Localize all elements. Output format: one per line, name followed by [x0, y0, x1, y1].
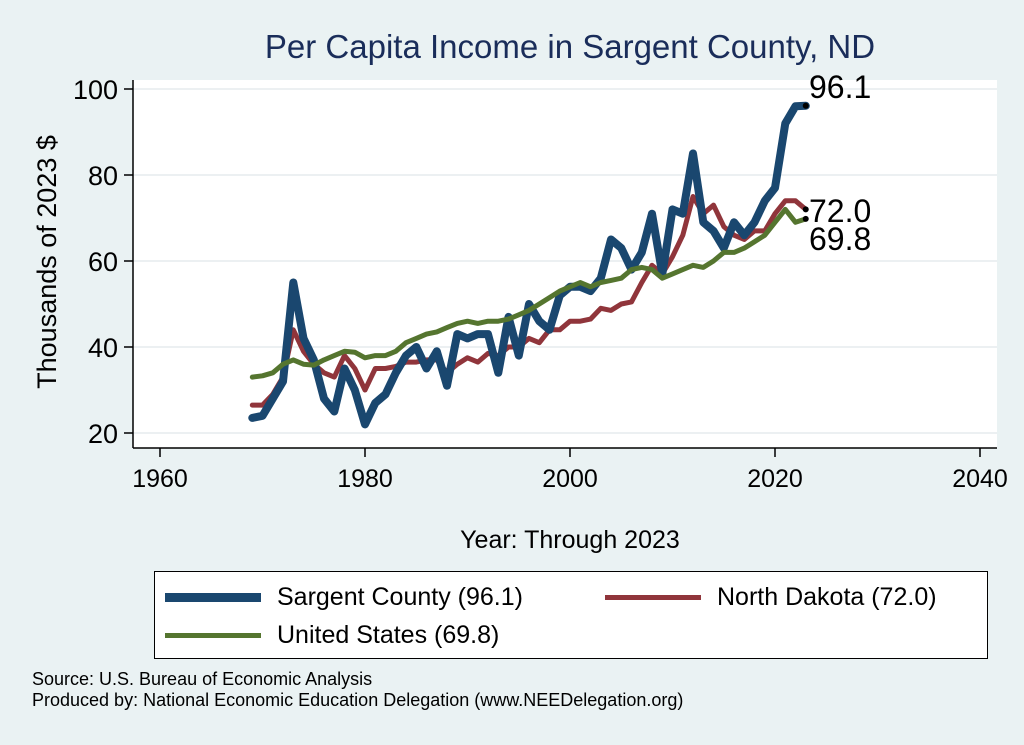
legend-label-united-states: United States (69.8)	[277, 621, 500, 649]
end-labels: 96.1 72.069.8	[802, 69, 871, 257]
legend-item-north-dakota: North Dakota (72.0)	[605, 583, 937, 612]
series-line-united-states	[249, 206, 809, 380]
legend-item-united-states: United States (69.8)	[165, 621, 499, 650]
legend-swatch-north-dakota	[605, 595, 701, 600]
producer-line: Produced by: National Economic Education…	[32, 690, 684, 710]
legend-swatch-united-states	[165, 633, 261, 638]
y-tick-label: 80	[88, 161, 118, 191]
plot-area	[133, 80, 997, 448]
end-marker-north-dakota	[802, 206, 809, 213]
end-label-sargent-county: 96.1	[809, 69, 871, 105]
legend-label-north-dakota: North Dakota (72.0)	[717, 583, 937, 611]
y-tick-label: 20	[88, 419, 118, 449]
x-tick-label: 1960	[132, 465, 188, 493]
end-marker-united-states	[802, 215, 809, 222]
end-marker-sargent-county	[802, 102, 809, 109]
x-tick-label: 1980	[337, 465, 393, 493]
chart-title: Per Capita Income in Sargent County, ND	[265, 28, 875, 65]
end-label-north-dakota: 72.0	[809, 193, 871, 229]
y-axis-label: Thousands of 2023 $	[32, 135, 62, 389]
gridlines	[133, 88, 997, 434]
legend-label-sargent-county: Sargent County (96.1)	[277, 583, 523, 611]
legend-swatch-sargent-county	[165, 593, 261, 602]
series-lines	[248, 101, 810, 429]
x-tick-label: 2000	[542, 465, 598, 493]
x-axis-label: Year: Through 2023	[460, 526, 680, 554]
series-line-sargent-county	[248, 101, 810, 429]
y-tick-label: 60	[88, 247, 118, 277]
y-tick-label: 40	[88, 333, 118, 363]
legend-item-sargent-county: Sargent County (96.1)	[165, 583, 523, 612]
y-tick-label: 100	[73, 75, 118, 105]
x-tick-label: 2020	[747, 465, 803, 493]
end-label-united-states: 69.8	[809, 221, 871, 257]
source-line: Source: U.S. Bureau of Economic Analysis	[32, 669, 373, 689]
legend: Sargent County (96.1) North Dakota (72.0…	[154, 571, 988, 659]
series-line-north-dakota	[249, 194, 809, 408]
source-note: Source: U.S. Bureau of Economic Analysis…	[32, 669, 683, 711]
x-tick-label: 2040	[952, 465, 1008, 493]
